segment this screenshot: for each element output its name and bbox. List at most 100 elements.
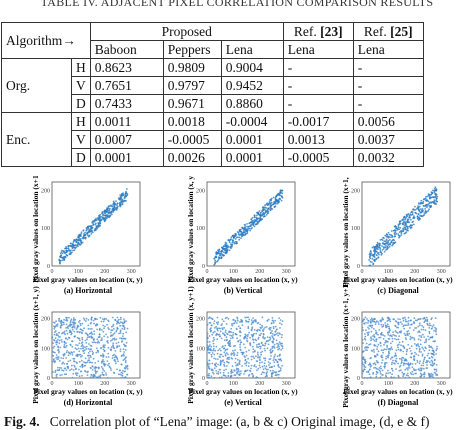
scatter-dot (281, 320, 284, 322)
scatter-dot (228, 249, 231, 252)
scatter-dot (70, 318, 73, 321)
scatter-dot (435, 188, 438, 191)
scatter-dot (122, 359, 125, 361)
scatter-dot (80, 231, 83, 234)
scatter-dot (243, 223, 246, 226)
scatter-cloud (368, 186, 439, 267)
scatter-dot (396, 228, 399, 231)
scatter-dot (426, 354, 429, 357)
scatter-dot (223, 333, 225, 336)
caption-text: Correlation plot of “Lena” image: (a, b … (49, 414, 430, 429)
scatter-dot (432, 189, 434, 192)
scatter-dot (113, 201, 116, 204)
scatter-dot (404, 221, 407, 224)
scatter-dot (123, 376, 126, 379)
cell-value: - (352, 76, 424, 95)
scatter-dot (93, 229, 96, 232)
scatter-dot (417, 368, 420, 371)
scatter-dot (91, 333, 94, 336)
scatter-dot (249, 336, 251, 339)
scatter-dot (69, 359, 72, 362)
scatter-dot (385, 355, 388, 358)
scatter-dot (381, 359, 384, 361)
scatter-dot (403, 226, 406, 229)
scatter-dot (251, 345, 254, 348)
scatter-dot (407, 218, 410, 221)
scatter-dot (72, 241, 75, 244)
scatter-dot (393, 376, 395, 379)
scatter-dot (227, 318, 230, 320)
scatter-dot (363, 350, 365, 352)
scatter-dot (435, 353, 437, 355)
scatter-dot (395, 227, 397, 230)
scatter-dot (242, 343, 245, 346)
scatter-dot (213, 353, 216, 356)
scatter-dot (361, 339, 364, 341)
group-label: Enc. (1, 112, 72, 167)
scatter-dot (398, 228, 400, 231)
scatter-dot (380, 345, 382, 347)
scatter-dot (400, 358, 403, 360)
scatter-dot (112, 323, 115, 326)
scatter-dot (392, 359, 394, 362)
scatter-dot (436, 345, 438, 348)
y-tick-label: 100 (351, 226, 360, 232)
scatter-dot (62, 321, 65, 324)
scatter-dot (120, 363, 123, 366)
scatter-dot (427, 209, 430, 212)
scatter-dot (420, 368, 423, 371)
scatter-dot (265, 365, 268, 368)
scatter-dot (273, 357, 275, 359)
scatter-dot (273, 361, 276, 364)
scatter-dot (398, 335, 400, 337)
scatter-dot (235, 367, 238, 370)
scatter-dot (428, 208, 430, 211)
scatter-dot (97, 351, 100, 353)
scatter-dot (279, 190, 282, 192)
scatter-dot (102, 215, 104, 217)
scatter-dot (401, 371, 404, 374)
scatter-dot (116, 316, 119, 319)
scatter-dot (413, 322, 415, 325)
scatter-dot (99, 374, 102, 377)
x-tick-label: 100 (229, 381, 238, 387)
scatter-dot (434, 326, 436, 329)
scatter-dot (60, 357, 63, 359)
scatter-dot (387, 244, 390, 246)
scatter-dot (108, 216, 111, 219)
scatter-dot (52, 347, 55, 349)
scatter-dot (394, 352, 397, 355)
scatter-dot (255, 339, 258, 342)
scatter-dot (232, 237, 235, 239)
scatter-dot (379, 371, 382, 373)
scatter-dot (71, 328, 74, 331)
scatter-dot (435, 370, 438, 372)
scatter-dot (252, 351, 255, 353)
scatter-dot (55, 354, 58, 356)
scatter-dot (417, 344, 420, 347)
scatter-dot (225, 323, 228, 325)
cell-value: 0.0026 (162, 148, 222, 167)
scatter-dot (63, 341, 66, 343)
scatter-dot (225, 245, 227, 248)
scatter-dot (258, 357, 261, 359)
scatter-dot (121, 369, 124, 372)
scatter-dot (208, 341, 211, 343)
scatter-dot (404, 363, 407, 365)
cell-value: 0.9797 (162, 76, 222, 95)
ref-cite: [25] (390, 24, 413, 39)
scatter-dot (121, 354, 124, 357)
scatter-dot (231, 235, 234, 237)
scatter-dot (388, 317, 391, 320)
scatter-dot (117, 360, 119, 363)
scatter-dot (91, 369, 94, 371)
scatter-dot (111, 213, 113, 216)
scatter-dot (115, 356, 118, 359)
scatter-dot (370, 317, 373, 320)
scatter-dot (208, 345, 211, 348)
scatter-dot (236, 354, 239, 357)
scatter-dot (256, 369, 258, 372)
scatter-dot (254, 319, 257, 322)
scatter-dot (273, 365, 276, 367)
scatter-dot (256, 353, 259, 355)
